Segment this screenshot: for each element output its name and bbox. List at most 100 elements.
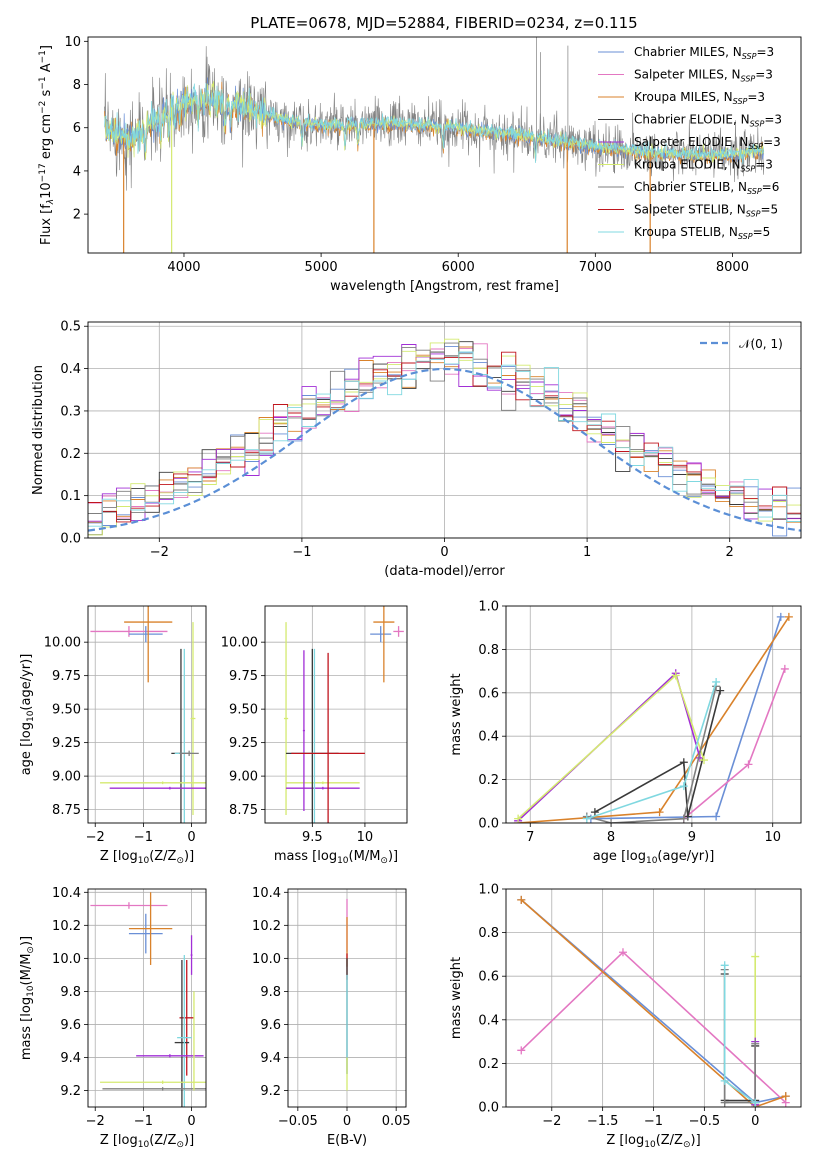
mass_vs_Z-xlabel: Z [log10(Z/Z⊙)] xyxy=(100,1133,194,1150)
mass_vs_Z-ytick-label: 10.2 xyxy=(52,919,81,934)
weight-line xyxy=(517,671,701,822)
weight_vs_age-ytick-label: 1.0 xyxy=(478,600,499,615)
mass_vs_Z-xtick-label: 0 xyxy=(187,1114,195,1129)
errorbar-point xyxy=(177,955,192,1107)
spectrum-legend-label: Salpeter MILES, NSSP=3 xyxy=(634,68,773,84)
age_vs_Z-xtick-label: 0 xyxy=(187,830,195,845)
weight-marker xyxy=(655,808,664,817)
mass_vs_ebv-plot-area xyxy=(288,889,406,1107)
weight-line xyxy=(518,616,790,823)
weight-marker xyxy=(784,612,793,621)
weight-marker xyxy=(716,686,725,695)
mass_vs_Z-axes: −2 −1 0 9.2 9.4 9.6 9.8 10.0 10.2 10.4 Z [log10(Z/… xyxy=(19,886,207,1150)
weight_vs_age-ytick-label: 0.8 xyxy=(478,643,499,658)
age_vs_mass-ytick-label: 9.00 xyxy=(229,770,258,785)
errorbar-point xyxy=(100,1080,206,1084)
age_vs_mass-ytick-label: 9.75 xyxy=(229,669,258,684)
spectrum-legend-label: Kroupa STELIB, NSSP=5 xyxy=(634,225,770,241)
errorbar-point xyxy=(373,606,395,683)
errorbar-point xyxy=(302,650,305,811)
spectrum-xtick-label: 5000 xyxy=(305,260,338,275)
weight-marker xyxy=(780,664,789,673)
weight-marker xyxy=(744,760,753,769)
errorbar-point xyxy=(128,892,173,965)
spectrum-legend-label: Kroupa MILES, NSSP=3 xyxy=(634,90,765,106)
weight_vs_age-xtick-label: 10 xyxy=(764,830,781,845)
weight_vs_Z-xtick-label: 0 xyxy=(751,1114,759,1129)
weight_vs_Z-xtick-label: −1 xyxy=(644,1114,663,1129)
mass_vs_Z-ytick-label: 10.4 xyxy=(52,886,81,901)
mass_vs_Z-ytick-label: 9.2 xyxy=(60,1084,81,1099)
residual-hist-step xyxy=(88,351,801,527)
age_vs_mass-frame xyxy=(264,605,408,824)
age_vs_mass-xtick-label: 9.5 xyxy=(302,830,323,845)
spectrum-xtick-label: 6000 xyxy=(442,260,475,275)
weight-marker xyxy=(514,814,523,823)
weight-marker xyxy=(700,756,709,765)
spectrum-ytick-label: 4 xyxy=(73,164,81,179)
age_vs_Z-axes: −2 −1 0 8.75 9.00 9.25 9.50 9.75 10.00 Z [log10(Z… xyxy=(19,605,207,866)
weight-line xyxy=(586,681,717,820)
weight_vs_Z-ylabel: mass weight xyxy=(449,957,464,1039)
weight_vs_Z-ytick-label: 0.2 xyxy=(478,1057,499,1072)
weight-marker xyxy=(720,1076,729,1085)
errorbar-point xyxy=(90,902,168,909)
mass_vs_ebv-ytick-label: 10.0 xyxy=(252,952,281,967)
weight-marker xyxy=(712,812,721,821)
errorbar-point xyxy=(124,606,173,683)
weight-marker xyxy=(751,1103,760,1107)
mass_vs_ebv-xtick-label: 0.05 xyxy=(382,1114,411,1129)
weight-line xyxy=(586,686,717,823)
spectrum-xlabel: wavelength [Angstrom, rest frame] xyxy=(330,279,559,294)
mass_vs_ebv-ytick-label: 9.2 xyxy=(260,1084,281,1099)
errorbar-point xyxy=(179,750,199,757)
spectrum-xtick-label: 8000 xyxy=(716,260,749,275)
weight_vs_Z-xlabel: Z [log10(Z/Z⊙)] xyxy=(606,1133,700,1150)
errorbar-point xyxy=(283,622,289,815)
weight_vs_Z-ytick-label: 0.6 xyxy=(478,970,499,985)
spectrum-axes: 4000 5000 6000 7000 8000 2 4 6 8 10 wavelength [An… xyxy=(38,35,802,294)
spectrum-ytick-label: 10 xyxy=(64,35,81,50)
errorbar-point xyxy=(370,626,392,643)
weight-line xyxy=(723,965,757,1107)
spectrum-ytick-label: 8 xyxy=(73,78,81,93)
figure-title: PLATE=0678, MJD=52884, FIBERID=0234, z=0… xyxy=(250,14,637,32)
spectrum-legend-label: Chabrier STELIB, NSSP=6 xyxy=(634,180,779,196)
age_vs_Z-xtick-label: −2 xyxy=(86,830,105,845)
mass_vs_ebv-ytick-label: 9.4 xyxy=(260,1051,281,1066)
weight-marker xyxy=(590,808,599,817)
age_vs_mass-ytick-label: 8.75 xyxy=(229,803,258,818)
weight_vs_Z-ytick-label: 0.4 xyxy=(478,1013,499,1028)
errorbar-point xyxy=(128,913,163,954)
weight-marker xyxy=(671,671,680,680)
residuals-ytick-label: 0.0 xyxy=(60,532,81,547)
spectrum-frame xyxy=(87,36,802,254)
age_vs_mass-ytick-label: 9.50 xyxy=(229,703,258,718)
spectrum-legend-label: Salpeter STELIB, NSSP=5 xyxy=(634,203,778,219)
mass_vs_Z-ylabel: mass [log10(M/M⊙)] xyxy=(19,936,36,1060)
weight-marker xyxy=(776,612,785,621)
mass_vs_Z-ytick-label: 9.8 xyxy=(60,985,81,1000)
weight_vs_Z-frame xyxy=(505,888,802,1108)
age_vs_Z-ytick-label: 10.00 xyxy=(44,636,81,651)
age_vs_Z-ytick-label: 9.50 xyxy=(52,703,81,718)
age_vs_Z-ytick-label: 8.75 xyxy=(52,803,81,818)
weight_vs_age-xtick-label: 7 xyxy=(526,830,534,845)
mass_vs_Z-xtick-label: −1 xyxy=(134,1114,153,1129)
mass_vs_ebv-xtick-label: 0 xyxy=(343,1114,351,1129)
spectrum-model-line xyxy=(104,83,765,165)
weight-marker xyxy=(607,819,616,823)
mass_vs_Z-ytick-label: 9.6 xyxy=(60,1018,81,1033)
errorbar-point xyxy=(136,1054,204,1058)
normal-curve xyxy=(88,367,801,532)
residuals-ylabel: Normed distribution xyxy=(31,365,46,495)
weight_vs_Z-axes: −2 −1.5 −1 −0.5 0 0.0 0.2 0.4 0.6 0.8 1.0 Z [log10(… xyxy=(449,883,802,1150)
residuals-ytick-label: 0.2 xyxy=(60,447,81,462)
residuals-axes: −2 −1 0 1 2 0.0 0.1 0.2 0.3 0.4 0.5 (data-model)/er… xyxy=(31,320,802,579)
weight-line xyxy=(723,969,757,1104)
residuals-ytick-label: 0.4 xyxy=(60,362,81,377)
mass_vs_Z-ytick-label: 9.4 xyxy=(60,1051,81,1066)
weight_vs_age-xtick-label: 8 xyxy=(607,830,615,845)
errorbar-point xyxy=(100,781,206,785)
mass_vs_ebv-xlabel: E(B-V) xyxy=(327,1133,367,1148)
